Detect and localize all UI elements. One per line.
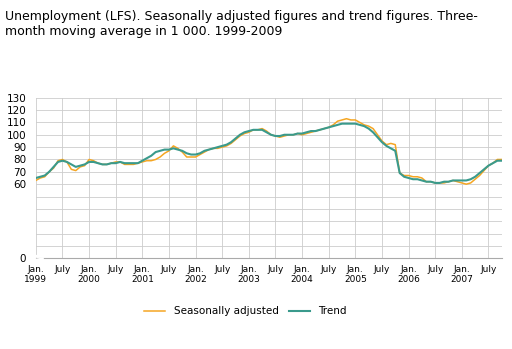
Line: Seasonally adjusted: Seasonally adjusted (36, 119, 502, 184)
Trend (46, 170, 52, 174)
Legend: Seasonally adjusted, Trend: Seasonally adjusted, Trend (140, 302, 351, 320)
Trend (499, 158, 505, 163)
Line: Trend: Trend (36, 124, 502, 183)
Trend (304, 130, 310, 134)
Trend (33, 176, 39, 180)
Seasonally adjusted (441, 181, 447, 185)
Trend (339, 121, 345, 126)
Text: Unemployment (LFS). Seasonally adjusted figures and trend figures. Three-
month : Unemployment (LFS). Seasonally adjusted … (5, 10, 478, 38)
Trend (357, 123, 363, 127)
Seasonally adjusted (334, 119, 340, 123)
Seasonally adjusted (344, 117, 350, 121)
Seasonally adjusted (33, 178, 39, 183)
Seasonally adjusted (499, 157, 505, 162)
Seasonally adjusted (46, 170, 52, 174)
Seasonally adjusted (304, 132, 310, 136)
Seasonally adjusted (357, 120, 363, 125)
Trend (334, 123, 340, 127)
Seasonally adjusted (308, 130, 314, 134)
Seasonally adjusted (463, 182, 470, 186)
Trend (445, 180, 452, 184)
Trend (432, 181, 438, 185)
Trend (308, 129, 314, 133)
